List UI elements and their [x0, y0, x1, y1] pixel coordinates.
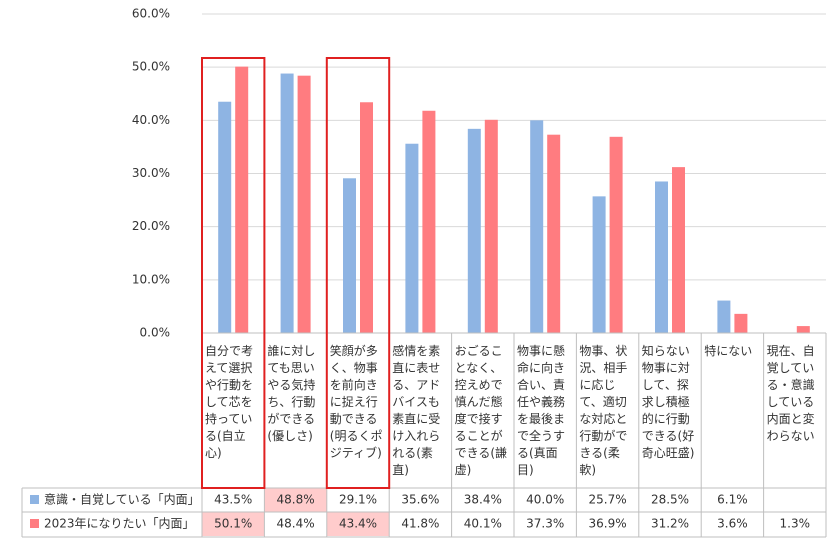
bar [672, 167, 685, 333]
bar [609, 136, 623, 333]
bar [297, 75, 311, 333]
table-value: 40.0% [526, 493, 564, 507]
y-tick-label: 0.0% [140, 326, 171, 340]
table-value: 3.6% [717, 517, 748, 531]
bar [343, 178, 356, 333]
bar [280, 73, 294, 334]
table-value: 48.8% [277, 493, 315, 507]
y-tick-label: 40.0% [132, 113, 170, 127]
x-tick-label: 笑顔が多く、物事を前向きに捉え行動できる(明るくポジティブ) [329, 344, 383, 460]
table-value: 48.4% [277, 517, 315, 531]
table-value: 41.8% [401, 517, 439, 531]
table-value: 28.5% [651, 493, 689, 507]
table-value: 40.1% [464, 517, 502, 531]
highlight-cell [326, 512, 390, 536]
table-value: 43.5% [214, 493, 252, 507]
legend-label: 2023年になりたい「内面」 [44, 517, 195, 531]
bar [655, 181, 668, 333]
table-value: 36.9% [589, 517, 627, 531]
bar [734, 313, 748, 333]
table-value: 6.1% [717, 493, 748, 507]
bar [360, 102, 373, 333]
table-value: 29.1% [339, 493, 377, 507]
y-tick-label: 10.0% [132, 272, 170, 286]
highlight-box [325, 57, 391, 489]
highlight-cell [202, 512, 265, 536]
x-tick-label: 自分で考えて選択や行動をして芯を持っている(自立心) [205, 344, 254, 460]
y-tick-label: 60.0% [132, 7, 170, 21]
highlight-cell [264, 488, 327, 512]
legend-swatch [30, 495, 39, 504]
x-tick-label: おごることなく、控えめで慎んだ態度で接することができる(謙虚) [454, 344, 508, 477]
highlight-box [201, 57, 266, 489]
x-tick-label: 物事、状況、相手に応じて、適切な対応と行動ができる(柔軟) [579, 344, 628, 477]
table-value: 37.3% [526, 517, 564, 531]
y-tick-label: 20.0% [132, 219, 170, 233]
bar [218, 101, 232, 333]
x-tick-label: 知らない物事に対して、探求し積極的に行動できる(好奇心旺盛) [641, 344, 695, 460]
table-value: 1.3% [780, 517, 811, 531]
table-value: 25.7% [589, 493, 627, 507]
x-tick-label: 誰に対しても思いやる気持ち、行動ができる(優しさ) [267, 344, 316, 443]
table-value: 38.4% [464, 493, 502, 507]
bar [235, 66, 249, 333]
x-tick-label: 物事に懸命に向き合い、責任や義務を最後まで全うする(真面目) [517, 344, 566, 477]
bar [484, 119, 498, 333]
table-value: 50.1% [214, 517, 252, 531]
bar [717, 300, 731, 333]
x-tick-label: 特にない [704, 344, 753, 358]
bar [422, 110, 436, 333]
bar [796, 326, 810, 333]
bar [405, 143, 419, 333]
legend-swatch [30, 519, 39, 528]
bar [530, 120, 544, 333]
x-tick-label: 感情を素直に表せる、アドバイスも素直に受け入れられる(素直) [392, 344, 441, 477]
table-value: 43.4% [339, 517, 377, 531]
table-value: 31.2% [651, 517, 689, 531]
legend-label: 意識・自覚している「内面」 [44, 492, 200, 507]
bar [467, 128, 481, 333]
bar [592, 196, 606, 333]
y-tick-label: 30.0% [132, 166, 170, 180]
bar [547, 134, 561, 333]
table-value: 35.6% [401, 493, 439, 507]
y-tick-label: 50.0% [132, 60, 170, 74]
x-tick-label: 現在、自覚している・意識している内面と変わらない [766, 344, 815, 443]
